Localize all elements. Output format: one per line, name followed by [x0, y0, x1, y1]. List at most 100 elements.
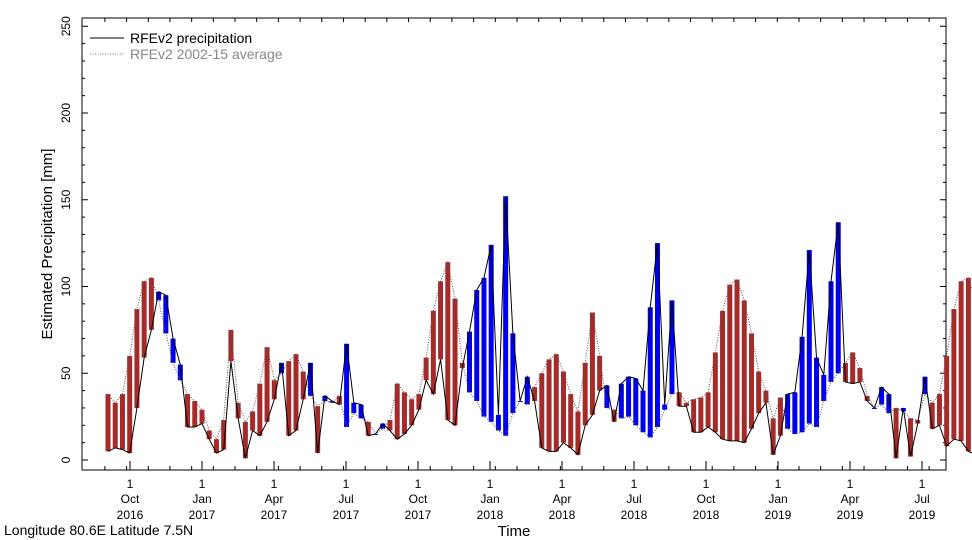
- x-tick-label-day: 1: [271, 477, 278, 491]
- anomaly-bar: [763, 390, 769, 403]
- legend: RFEv2 precipitation RFEv2 2002-15 averag…: [90, 30, 283, 62]
- anomaly-bar: [929, 402, 935, 429]
- anomaly-bar: [908, 418, 914, 457]
- anomaly-bar: [524, 376, 530, 405]
- anomaly-bar: [481, 277, 487, 417]
- anomaly-bar: [257, 383, 263, 436]
- anomaly-bar: [691, 399, 697, 433]
- anomaly-bar: [857, 368, 863, 382]
- x-tick-label-day: 1: [559, 477, 566, 491]
- legend-label-average: RFEv2 2002-15 average: [130, 46, 283, 62]
- anomaly-bar: [423, 357, 429, 381]
- anomaly-bar: [611, 409, 617, 422]
- anomaly-bar: [488, 244, 494, 422]
- y-tick-label: 150: [59, 189, 73, 209]
- anomaly-bar: [264, 347, 270, 422]
- anomaly-bar: [293, 354, 299, 431]
- anomaly-bar: [401, 392, 407, 434]
- anomaly-bar: [893, 407, 899, 459]
- x-tick-label-month: Jan: [192, 492, 211, 506]
- anomaly-bar: [127, 355, 133, 454]
- x-tick-label-month: Oct: [121, 492, 140, 506]
- anomaly-bars: [105, 196, 971, 459]
- location-footer: Longitude 80.6E Latitude 7.5N: [4, 522, 194, 538]
- anomaly-bar: [575, 411, 581, 455]
- anomaly-bar: [654, 243, 660, 428]
- precipitation-line: [107, 196, 972, 459]
- anomaly-bar: [315, 406, 321, 454]
- anomaly-bar: [242, 421, 248, 459]
- x-tick-label-year: 2017: [261, 508, 288, 522]
- anomaly-bar: [879, 387, 885, 405]
- anomaly-bar: [235, 402, 241, 419]
- anomaly-bar: [777, 397, 783, 436]
- anomaly-bar: [459, 362, 465, 369]
- anomaly-bar: [886, 394, 892, 414]
- x-tick-label-month: Oct: [697, 492, 716, 506]
- anomaly-bar: [705, 392, 711, 428]
- anomaly-bar: [532, 387, 538, 402]
- anomaly-bar: [365, 421, 371, 436]
- anomaly-bar: [936, 394, 942, 426]
- x-tick-label-day: 1: [847, 477, 854, 491]
- anomaly-bar: [546, 359, 552, 452]
- anomaly-bar: [177, 364, 183, 381]
- legend-label-precipitation: RFEv2 precipitation: [130, 30, 252, 46]
- anomaly-bar: [105, 394, 111, 452]
- anomaly-bar: [626, 376, 632, 417]
- x-tick-label-year: 2018: [477, 508, 504, 522]
- anomaly-bar: [560, 371, 566, 443]
- anomaly-bar: [785, 394, 791, 429]
- y-axis-title: Estimated Precipitation [mm]: [39, 149, 56, 340]
- anomaly-bar: [539, 373, 545, 448]
- x-tick-label-year: 2018: [549, 508, 576, 522]
- anomaly-bar: [568, 394, 574, 448]
- x-tick-label-day: 1: [343, 477, 350, 491]
- x-tick-label-day: 1: [775, 477, 782, 491]
- anomaly-bar: [119, 394, 125, 450]
- anomaly-bar: [741, 300, 747, 443]
- y-axis: 0 50 100 150 200 250: [59, 16, 946, 463]
- y-tick-label: 100: [59, 276, 73, 296]
- anomaly-bar: [806, 250, 812, 424]
- anomaly-bar: [734, 279, 740, 441]
- anomaly-bar: [698, 397, 704, 433]
- anomaly-bar: [351, 402, 357, 414]
- anomaly-bar: [250, 411, 256, 431]
- anomaly-bar: [727, 284, 733, 441]
- y-tick-label: 250: [59, 16, 73, 36]
- anomaly-bar: [662, 404, 668, 410]
- x-tick-label-day: 1: [919, 477, 926, 491]
- anomaly-bar: [597, 355, 603, 391]
- anomaly-bar: [799, 336, 805, 433]
- anomaly-bar: [553, 354, 559, 452]
- anomaly-bar: [770, 418, 776, 455]
- x-tick-label-day: 1: [631, 477, 638, 491]
- anomaly-bar: [199, 409, 205, 424]
- anomaly-bar: [828, 281, 834, 382]
- anomaly-bar: [756, 371, 762, 414]
- x-tick-label-month: Apr: [265, 492, 284, 506]
- anomaly-bar: [965, 277, 971, 452]
- anomaly-bar: [271, 380, 277, 400]
- x-tick-label-day: 1: [415, 477, 422, 491]
- anomaly-bar: [503, 196, 509, 436]
- anomaly-bar: [683, 402, 689, 407]
- anomaly-bar: [112, 402, 118, 448]
- anomaly-bar: [134, 309, 140, 408]
- anomaly-bar: [438, 281, 444, 360]
- anomaly-bar: [958, 281, 964, 441]
- anomaly-bar: [618, 383, 624, 419]
- anomaly-bar: [307, 362, 313, 396]
- anomaly-bar: [192, 401, 198, 428]
- x-tick-label-year: 2016: [117, 508, 144, 522]
- anomaly-bar: [748, 333, 754, 429]
- x-tick-label-day: 1: [487, 477, 494, 491]
- anomaly-bar: [206, 430, 212, 440]
- y-tick-label: 50: [59, 366, 73, 380]
- anomaly-bar: [604, 385, 610, 408]
- plot-frame: [81, 17, 947, 471]
- x-tick-label-year: 2017: [405, 508, 432, 522]
- x-axis: 1Oct20161Jan20171Apr20171Jul20171Oct2017…: [104, 18, 936, 522]
